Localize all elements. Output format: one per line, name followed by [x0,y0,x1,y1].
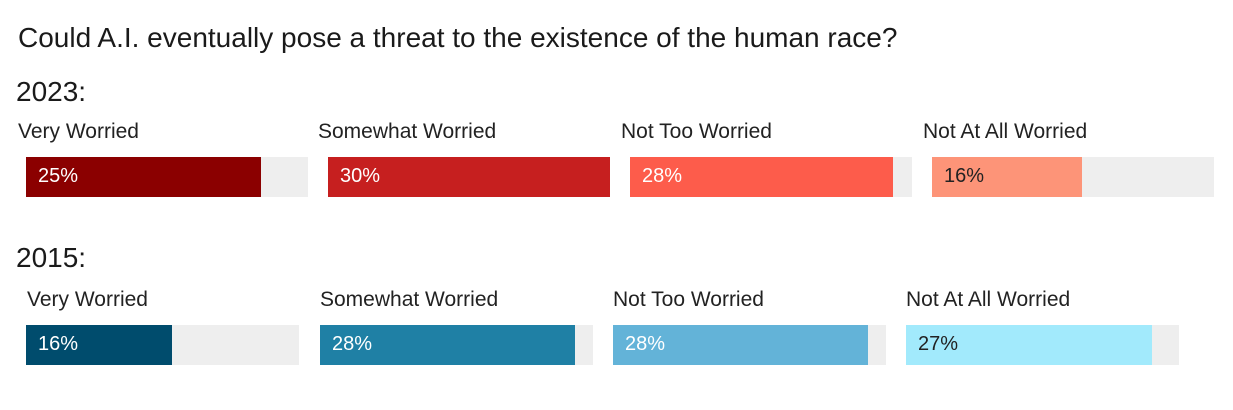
category-label-very-worried-2015: Very Worried [27,288,148,311]
bar-not-too-worried-2023: 28% [630,157,894,197]
year-label-2015: 2015: [16,242,87,273]
category-label-not-at-all-worried-2023: Not At All Worried [923,120,1088,143]
bar-track: 27% [906,325,1179,365]
bar-track: 30% [328,157,610,197]
bar-value-label: 27% [918,333,959,355]
bar-value-label: 16% [944,165,985,187]
category-label-somewhat-worried-2015: Somewhat Worried [320,288,499,311]
category-label-somewhat-worried-2023: Somewhat Worried [318,120,497,143]
bar-value-label: 16% [38,333,79,355]
bar-not-at-all-worried-2015: 27% [906,325,1152,365]
year-label-2023: 2023: [16,76,87,107]
bar-value-label: 25% [38,165,79,187]
bar-track: 16% [26,325,299,365]
bar-value-label: 30% [340,165,381,187]
bar-track: 28% [630,157,912,197]
category-label-not-too-worried-2023: Not Too Worried [621,120,772,143]
bar-not-at-all-worried-2023: 16% [932,157,1083,197]
bar-track: 28% [613,325,886,365]
category-label-not-at-all-worried-2015: Not At All Worried [906,288,1071,311]
category-label-very-worried-2023: Very Worried [18,120,139,143]
bar-very-worried-2015: 16% [26,325,172,365]
bar-value-label: 28% [332,333,373,355]
bar-track: 16% [932,157,1214,197]
bar-value-label: 28% [625,333,666,355]
bar-value-label: 28% [642,165,683,187]
chart-title: Could A.I. eventually pose a threat to t… [18,22,898,53]
bar-not-too-worried-2015: 28% [613,325,868,365]
bar-track: 25% [26,157,308,197]
bar-somewhat-worried-2015: 28% [320,325,575,365]
category-label-not-too-worried-2015: Not Too Worried [613,288,764,311]
bar-somewhat-worried-2023: 30% [328,157,610,197]
bar-track: 28% [320,325,593,365]
bar-very-worried-2023: 25% [26,157,261,197]
